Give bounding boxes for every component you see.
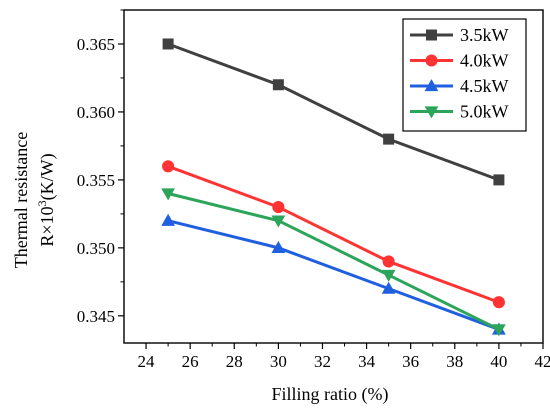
- legend-entry: 3.5kW: [410, 25, 509, 45]
- y-tick-label: 0.360: [77, 103, 115, 122]
- x-tick-label: 26: [182, 352, 199, 371]
- y-axis-title-line1: Thermal resistance: [11, 132, 31, 268]
- legend-marker: [424, 106, 439, 119]
- y-axis-title-line2: R×103(K/W): [35, 153, 58, 246]
- y-axis-title-sup: 3: [35, 200, 49, 206]
- data-point: [162, 160, 175, 173]
- y-axis-title: Thermal resistance: [11, 132, 31, 268]
- data-point: [493, 174, 505, 186]
- data-point: [272, 79, 284, 91]
- data-point: [381, 281, 396, 294]
- series-3.5kW: [162, 38, 505, 186]
- data-point: [382, 255, 395, 268]
- x-tick-label: 36: [402, 352, 419, 371]
- series-5.0kW: [161, 188, 506, 337]
- x-tick-label: 30: [270, 352, 287, 371]
- x-tick-label: 40: [490, 352, 507, 371]
- legend: 3.5kW 4.0kW 4.5kW 5.0kW: [402, 18, 527, 132]
- y-axis-title-prefix: R×10: [37, 206, 57, 246]
- series-line: [167, 42, 500, 182]
- y-tick-label: 0.365: [77, 35, 115, 54]
- series-4.5kW: [161, 213, 506, 335]
- data-point: [161, 213, 175, 226]
- plot-marks: [161, 38, 506, 337]
- plot-frame: [123, 9, 544, 344]
- legend-entry: 4.5kW: [410, 76, 509, 96]
- legend-label: 4.0kW: [460, 51, 509, 71]
- x-tick-label: 28: [226, 352, 243, 371]
- y-tick-label: 0.345: [77, 307, 115, 326]
- y-tick-label: 0.355: [77, 171, 115, 190]
- y-axis-title-suffix: (K/W): [37, 153, 58, 200]
- data-point: [162, 38, 174, 50]
- axes: 24 26 28 30 32 34 36 38 40 42 0.345 0.350 0.355 0.360…: [77, 9, 550, 371]
- legend-label: 3.5kW: [460, 25, 509, 45]
- y-axis-title-2: R×103(K/W): [35, 153, 58, 246]
- x-tick-label: 24: [138, 352, 156, 371]
- y-tick-label: 0.350: [77, 239, 115, 258]
- data-point: [272, 201, 285, 214]
- legend-entry: 5.0kW: [410, 102, 509, 122]
- series-line: [167, 219, 500, 331]
- data-point: [492, 296, 505, 309]
- legend-label: 5.0kW: [460, 102, 509, 122]
- x-tick-label: 38: [446, 352, 463, 371]
- data-point: [492, 324, 506, 337]
- x-tick-label: 32: [314, 352, 331, 371]
- data-point: [381, 269, 396, 282]
- legend-label: 4.5kW: [460, 76, 509, 96]
- x-axis-title: Filling ratio (%): [272, 384, 389, 405]
- x-tick-label: 34: [358, 352, 376, 371]
- series-line: [167, 164, 500, 304]
- legend-marker: [424, 79, 439, 92]
- series-4.0kW: [162, 160, 505, 309]
- legend-marker: [425, 54, 438, 67]
- series-line: [167, 192, 500, 331]
- legend-marker: [426, 29, 437, 41]
- legend-entry: 4.0kW: [410, 51, 509, 71]
- data-point: [383, 133, 395, 145]
- x-tick-label: 42: [535, 352, 550, 371]
- data-point: [161, 188, 175, 201]
- data-point: [271, 240, 286, 254]
- data-point: [271, 215, 286, 228]
